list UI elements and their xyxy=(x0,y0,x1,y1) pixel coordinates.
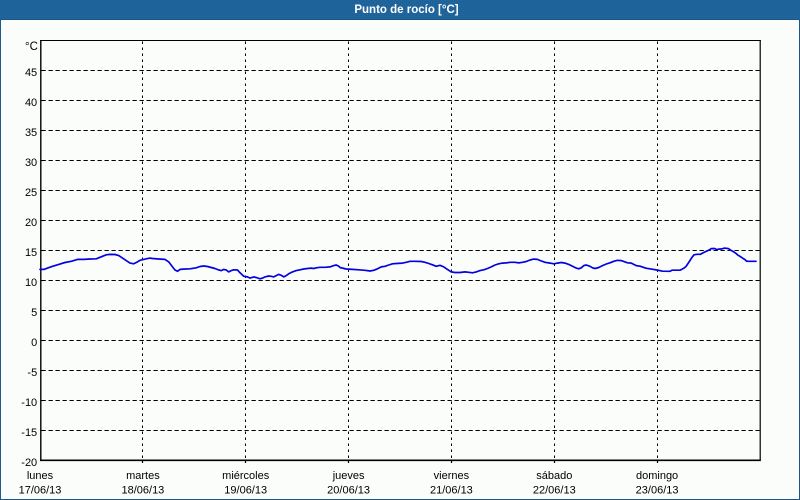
svg-text:0: 0 xyxy=(31,337,37,349)
svg-text:lunes: lunes xyxy=(27,470,54,482)
svg-text:miércoles: miércoles xyxy=(222,470,270,482)
svg-text:15: 15 xyxy=(25,247,37,259)
svg-text:45: 45 xyxy=(25,67,37,79)
svg-text:20: 20 xyxy=(25,217,37,229)
svg-text:sábado: sábado xyxy=(536,470,572,482)
svg-text:viernes: viernes xyxy=(434,470,470,482)
svg-text:jueves: jueves xyxy=(332,470,365,482)
svg-text:20/06/13: 20/06/13 xyxy=(327,485,370,497)
svg-text:17/06/13: 17/06/13 xyxy=(19,485,62,497)
svg-text:35: 35 xyxy=(25,127,37,139)
svg-text:domingo: domingo xyxy=(636,470,678,482)
svg-text:-20: -20 xyxy=(21,457,37,469)
svg-text:23/06/13: 23/06/13 xyxy=(636,485,679,497)
svg-text:19/06/13: 19/06/13 xyxy=(224,485,267,497)
svg-text:30: 30 xyxy=(25,157,37,169)
svg-text:martes: martes xyxy=(126,470,160,482)
svg-text:22/06/13: 22/06/13 xyxy=(533,485,576,497)
svg-text:-5: -5 xyxy=(27,367,37,379)
svg-text:-10: -10 xyxy=(21,397,37,409)
svg-text:21/06/13: 21/06/13 xyxy=(430,485,473,497)
svg-text:18/06/13: 18/06/13 xyxy=(121,485,164,497)
svg-text:25: 25 xyxy=(25,187,37,199)
svg-text:10: 10 xyxy=(25,277,37,289)
svg-text:5: 5 xyxy=(31,307,37,319)
svg-text:°C: °C xyxy=(25,41,38,53)
svg-text:40: 40 xyxy=(25,97,37,109)
svg-text:-15: -15 xyxy=(21,427,37,439)
